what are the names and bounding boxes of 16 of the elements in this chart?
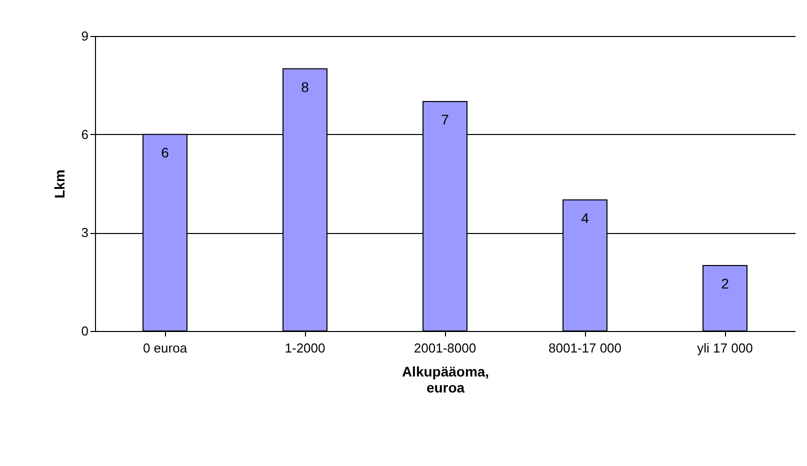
data-label: 6 — [161, 144, 170, 160]
y-axis-title: Lkm — [51, 170, 68, 198]
x-tick-label: 2001-8000 — [414, 340, 476, 356]
data-label: 8 — [301, 78, 310, 95]
y-tick-label: 9 — [81, 28, 88, 44]
data-label: 2 — [721, 275, 730, 292]
x-tick-label: 8001-17 000 — [548, 340, 622, 356]
y-tick-label: 0 — [81, 324, 88, 338]
x-tick-label: 0 euroa — [142, 340, 188, 356]
x-tick-label: yli 17 000 — [697, 340, 753, 356]
x-axis-title: Alkupääoma, euroa — [402, 364, 490, 396]
data-label: 7 — [441, 112, 450, 128]
data-label: 4 — [581, 210, 590, 226]
x-tick-label: 1-2000 — [284, 340, 326, 356]
y-tick-label: 3 — [81, 225, 88, 240]
y-tick-label: 6 — [81, 126, 88, 142]
